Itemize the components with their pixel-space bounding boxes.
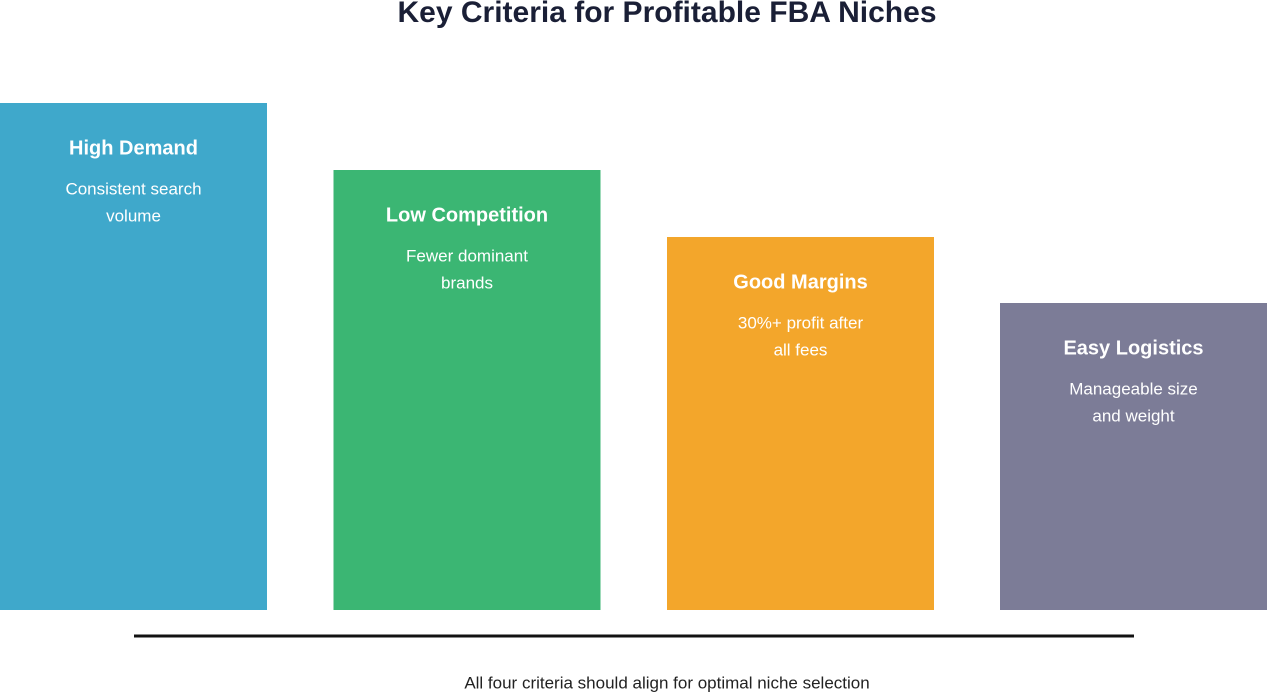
card-text: brands (441, 273, 493, 292)
card-title: Low Competition (386, 204, 548, 226)
card: Low Competition Fewer dominant brands (333, 170, 601, 610)
card: High Demand Consistent search volume (0, 103, 267, 610)
card-text: all fees (774, 340, 828, 359)
card-panel (0, 103, 267, 610)
card-text: and weight (1092, 406, 1175, 425)
card: Easy Logistics Manageable size and weigh… (1000, 303, 1267, 610)
card-panel (1000, 303, 1267, 610)
card-text: volume (106, 206, 161, 225)
card-text: Fewer dominant (406, 246, 528, 265)
card-text: 30%+ profit after (738, 313, 864, 332)
card-text: Consistent search (65, 179, 201, 198)
card-panel (667, 237, 934, 610)
page-title: Key Criteria for Profitable FBA Niches (397, 0, 936, 29)
footer-note: All four criteria should align for optim… (464, 673, 869, 692)
card-panel (333, 170, 601, 610)
card-text: Manageable size (1069, 379, 1198, 398)
card: Good Margins 30%+ profit after all fees (667, 237, 934, 610)
card-title: Good Margins (733, 271, 867, 293)
card-title: High Demand (69, 137, 198, 159)
card-title: Easy Logistics (1063, 337, 1203, 359)
